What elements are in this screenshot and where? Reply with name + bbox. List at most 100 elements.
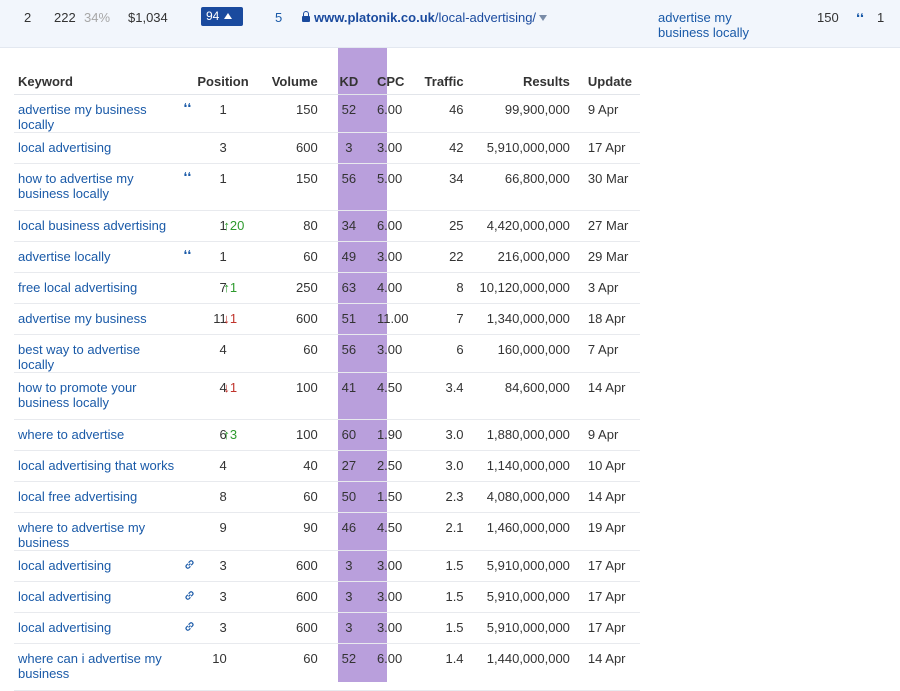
keyword-link[interactable]: local business advertising <box>14 210 184 242</box>
position-change: ↑20 <box>223 218 244 233</box>
kd-cell: 49 <box>325 241 372 273</box>
keyword-link[interactable]: where can i advertise my business <box>14 643 184 691</box>
keyword-link[interactable]: free local advertising <box>14 272 184 304</box>
kd-cell: 27 <box>325 450 372 482</box>
summary-count-link[interactable]: 5 <box>275 10 283 25</box>
table-row: local free advertising 8 60 50 1.50 2.3 4,080,… <box>14 481 640 513</box>
table-row: where to advertise 6 ↑3 100 60 1.90 3.0 1,880,0… <box>14 419 640 451</box>
keyword-link[interactable]: how to advertise my business locally <box>14 163 184 211</box>
kd-cell: 56 <box>325 334 372 373</box>
position-value: 1 <box>219 102 227 117</box>
keyword-link[interactable]: local advertising <box>14 550 184 582</box>
summary-volume: 150 <box>817 10 839 25</box>
cpc-cell: 4.50 <box>371 372 417 420</box>
update-cell: 18 Apr <box>577 303 640 335</box>
table-row: how to advertise my business locally ❛❛ 1 1… <box>14 163 640 211</box>
results-cell: 1,880,000,000 <box>471 419 578 451</box>
keyword-link[interactable]: local advertising <box>14 132 184 164</box>
position-cell: 6 ↑3 <box>183 419 264 451</box>
keyword-link[interactable]: local advertising that works <box>14 450 184 482</box>
position-cell: 3 <box>183 612 264 644</box>
traffic-cell: 3.0 <box>416 450 472 482</box>
traffic-cell: 7 <box>416 303 472 335</box>
volume-cell: 150 <box>263 163 326 211</box>
traffic-cell: 25 <box>416 210 472 242</box>
position-cell: ❛❛ 1 <box>183 241 264 273</box>
position-cell: 4 <box>183 450 264 482</box>
table-row: local advertising 3 600 3 3.00 1.5 5,910,000,0… <box>14 581 640 613</box>
update-cell: 14 Apr <box>577 643 640 691</box>
position-value: 7 <box>219 280 227 295</box>
header-volume[interactable]: Volume <box>263 68 326 95</box>
kd-cell: 41 <box>325 372 372 420</box>
table-row: advertise my business 11 ↓1 600 51 11.00 7 1,34… <box>14 303 640 335</box>
keyword-link[interactable]: where to advertise my business <box>14 512 184 551</box>
update-cell: 3 Apr <box>577 272 640 304</box>
table-row: free local advertising 7 ↑1 250 63 4.00 8 10,12… <box>14 272 640 304</box>
volume-cell: 40 <box>263 450 326 482</box>
keyword-link[interactable]: local advertising <box>14 581 184 613</box>
summary-position: 1 <box>877 10 885 25</box>
header-cpc[interactable]: CPC <box>371 68 417 95</box>
position-cell: 7 ↑1 <box>183 272 264 304</box>
keyword-link[interactable]: advertise locally <box>14 241 184 273</box>
cpc-cell: 3.00 <box>371 334 417 373</box>
position-change-value: 1 <box>229 280 238 295</box>
results-cell: 5,910,000,000 <box>471 550 578 582</box>
url-path: /local-advertising/ <box>434 10 537 25</box>
table-row: local business advertising 1 ↑20 80 34 6.00 25… <box>14 210 640 242</box>
header-keyword[interactable]: Keyword <box>14 68 184 95</box>
summary-row: 2 222 34% $1,034 94 5 www.platonik.co.uk… <box>0 0 900 48</box>
summary-number: 222 <box>54 10 76 25</box>
position-cell: 4 <box>183 334 264 373</box>
kd-cell: 63 <box>325 272 372 304</box>
position-value: 4 <box>219 342 227 357</box>
url-link[interactable]: www.platonik.co.uk/local-advertising/ <box>302 10 548 25</box>
cpc-cell: 3.00 <box>371 241 417 273</box>
kd-cell: 3 <box>325 550 372 582</box>
link-icon <box>185 622 194 631</box>
volume-cell: 600 <box>263 612 326 644</box>
cpc-cell: 6.00 <box>371 643 417 691</box>
position-change-value: 3 <box>229 427 238 442</box>
results-cell: 5,910,000,000 <box>471 612 578 644</box>
position-value: 3 <box>219 589 227 604</box>
summary-index: 2 <box>24 10 32 25</box>
header-kd[interactable]: KD <box>325 68 372 95</box>
keyword-link[interactable]: advertise my business <box>14 303 184 335</box>
keyword-link[interactable]: best way to advertise locally <box>14 334 184 373</box>
results-cell: 5,910,000,000 <box>471 581 578 613</box>
header-results[interactable]: Results <box>471 68 578 95</box>
table-header-row: Keyword Position Volume KD CPC Traffic R… <box>14 68 640 95</box>
keyword-link[interactable]: local advertising <box>14 612 184 644</box>
header-position[interactable]: Position <box>183 68 264 95</box>
cpc-cell: 3.00 <box>371 581 417 613</box>
position-value: 1 <box>219 171 227 186</box>
rank-badge[interactable]: 94 <box>201 7 243 26</box>
update-cell: 29 Mar <box>577 241 640 273</box>
position-cell: 1 ↑20 <box>183 210 264 242</box>
cpc-cell: 6.00 <box>371 210 417 242</box>
keyword-link[interactable]: advertise my business locally <box>14 94 184 133</box>
position-change-value: 1 <box>229 311 238 326</box>
chevron-down-icon[interactable] <box>539 15 548 21</box>
results-cell: 84,600,000 <box>471 372 578 420</box>
update-cell: 17 Apr <box>577 550 640 582</box>
keyword-link[interactable]: how to promote your business locally <box>14 372 184 420</box>
header-update[interactable]: Update <box>577 68 640 95</box>
position-cell: 4 ↓1 <box>183 372 264 420</box>
volume-cell: 600 <box>263 303 326 335</box>
header-traffic[interactable]: Traffic <box>416 68 472 95</box>
keyword-link[interactable]: local free advertising <box>14 481 184 513</box>
volume-cell: 100 <box>263 372 326 420</box>
volume-cell: 600 <box>263 581 326 613</box>
results-cell: 66,800,000 <box>471 163 578 211</box>
keyword-link[interactable]: where to advertise <box>14 419 184 451</box>
update-cell: 30 Mar <box>577 163 640 211</box>
results-cell: 4,080,000,000 <box>471 481 578 513</box>
summary-keyword-link[interactable]: advertise my business locally <box>658 10 750 40</box>
volume-cell: 60 <box>263 643 326 691</box>
kd-cell: 60 <box>325 419 372 451</box>
position-change-value: 1 <box>229 380 238 395</box>
position-cell: ❛❛ 1 <box>183 94 264 133</box>
